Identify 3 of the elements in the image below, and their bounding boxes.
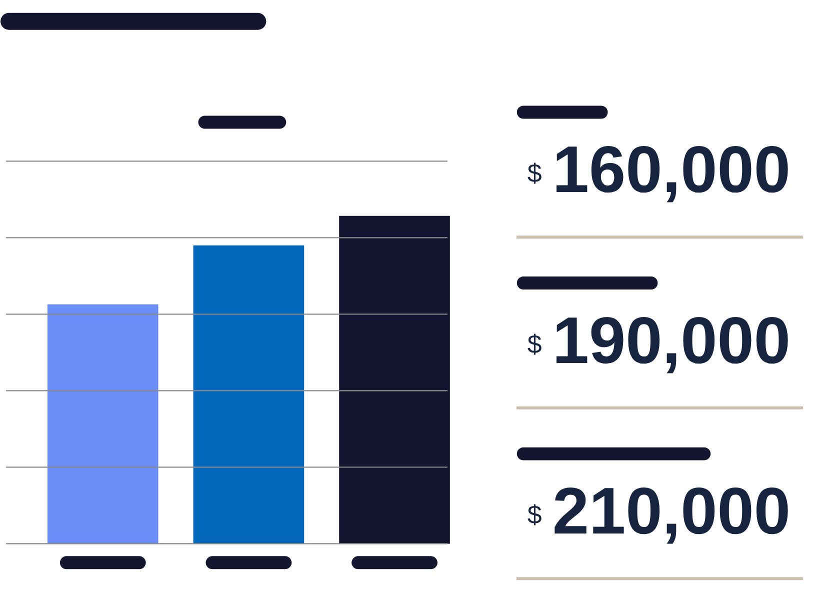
text: $210,000 xyxy=(527,474,791,548)
text: $160,000 xyxy=(527,132,791,206)
text: $190,000 xyxy=(527,302,791,377)
